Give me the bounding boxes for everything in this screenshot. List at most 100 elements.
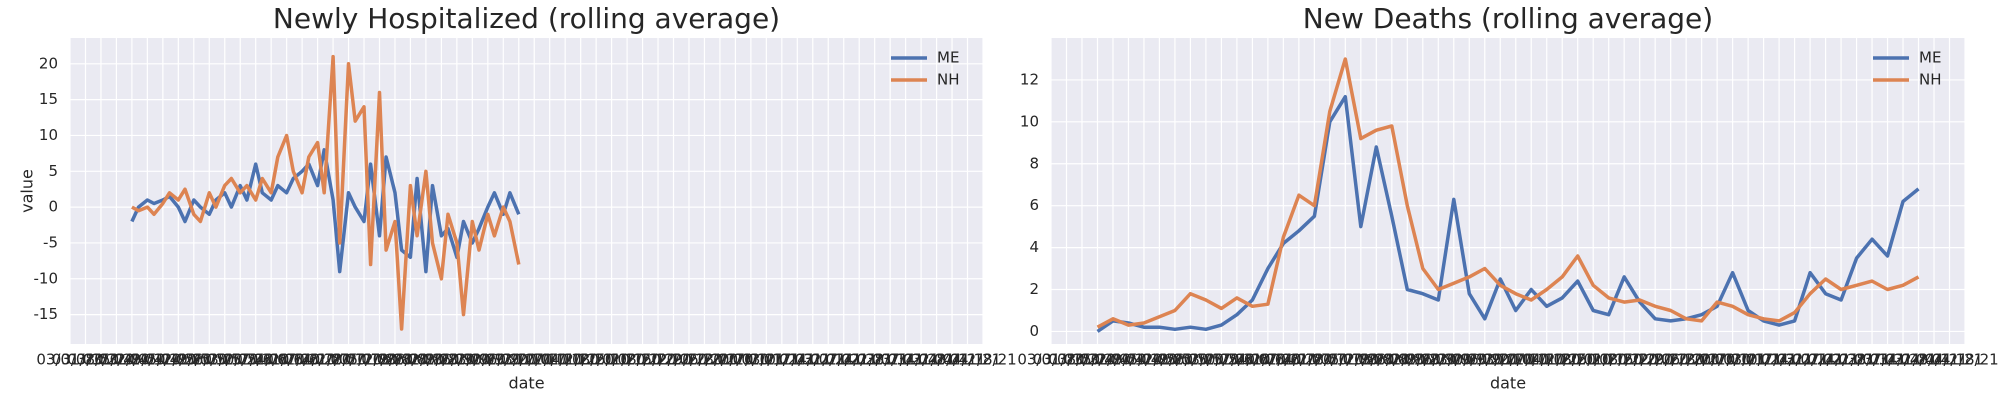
x-tick-label: 10/18/20: [1529, 351, 1596, 369]
x-tick-label: 03/08/20: [52, 351, 119, 369]
x-tick-label: 09/06/20: [1436, 351, 1503, 369]
x-tick-label: 11/01/20: [1560, 351, 1627, 369]
x-axis-label: date: [1490, 374, 1526, 393]
x-tick-label: 11/22/20: [1606, 351, 1673, 369]
x-tick-label: 08/02/20: [1358, 351, 1425, 369]
x-tick-label: 03/07/21: [1838, 351, 1905, 369]
x-tick-label: 06/21/20: [284, 351, 351, 369]
x-tick-label: 06/28/20: [299, 351, 366, 369]
y-axis-label: value: [18, 169, 37, 213]
x-tick-label: 08/23/20: [1405, 351, 1472, 369]
y-tick-label: 10: [1020, 112, 1039, 130]
x-tick-label: 08/02/20: [377, 351, 444, 369]
x-tick-label: 09/27/20: [501, 351, 568, 369]
x-tick-label: 11/15/20: [609, 351, 676, 369]
x-tick-label: 04/11/21: [1916, 351, 1983, 369]
x-tick-label: 03/28/21: [1885, 351, 1952, 369]
legend-label: ME: [1919, 49, 1941, 67]
x-tick-label: 11/15/20: [1590, 351, 1657, 369]
x-tick-label: 04/26/20: [160, 351, 227, 369]
x-tick-label: 03/15/20: [67, 351, 134, 369]
chart-title: Newly Hospitalized (rolling average): [273, 2, 780, 35]
x-tick-label: 03/07/21: [856, 351, 923, 369]
x-tick-label: 09/27/20: [1482, 351, 1549, 369]
x-tick-label: 02/21/21: [826, 351, 893, 369]
x-tick-label: 01/17/21: [1730, 351, 1797, 369]
x-tick-label: 04/12/20: [1110, 351, 1177, 369]
x-tick-label: 08/09/20: [1374, 351, 1441, 369]
x-tick-label: 09/06/20: [454, 351, 521, 369]
x-tick-label: 07/19/20: [1327, 351, 1394, 369]
x-tick-label: 05/31/20: [237, 351, 304, 369]
x-tick-label: 04/12/20: [129, 351, 196, 369]
x-tick-label: 05/17/20: [1188, 351, 1255, 369]
x-tick-label: 10/25/20: [562, 351, 629, 369]
x-tick-label: 07/12/20: [1312, 351, 1379, 369]
legend: ME NH: [891, 49, 960, 89]
x-tick-label: 04/11/21: [934, 351, 1001, 369]
x-tick-label: 12/06/20: [655, 351, 722, 369]
y-tick-label: 15: [39, 90, 58, 108]
y-tick-label: -5: [43, 233, 58, 251]
x-tick-label: 04/05/20: [1095, 351, 1162, 369]
x-tick-label: 03/22/20: [1064, 351, 1131, 369]
y-tick-label: 0: [1029, 322, 1039, 340]
x-tick-label: 01/03/21: [717, 351, 784, 369]
x-tick-label: 12/13/20: [1652, 351, 1719, 369]
x-tick-label: 01/03/21: [1699, 351, 1766, 369]
x-tick-label: 11/01/20: [578, 351, 645, 369]
x-tick-label: 08/09/20: [392, 351, 459, 369]
x-tick-label: 01/10/21: [733, 351, 800, 369]
x-tick-label: 10/04/20: [1498, 351, 1565, 369]
x-tick-label: 05/03/20: [176, 351, 243, 369]
x-tick-label: 07/19/20: [346, 351, 413, 369]
x-tick-label: 07/05/20: [1296, 351, 1363, 369]
x-tick-label: 03/08/20: [1033, 351, 1100, 369]
series-line: [131, 54, 521, 331]
x-tick-label: 10/11/20: [1513, 351, 1580, 369]
x-tick-label: 11/29/20: [640, 351, 707, 369]
x-tick-label: 11/29/20: [1621, 351, 1688, 369]
x-tick-label: 07/05/20: [315, 351, 382, 369]
x-tick-label: 08/30/20: [439, 351, 506, 369]
x-tick-label: 01/24/21: [764, 351, 831, 369]
x-tick-label: 10/04/20: [516, 351, 583, 369]
x-tick-label: 03/29/20: [98, 351, 165, 369]
x-tick-label: 09/20/20: [485, 351, 552, 369]
x-tick-label: 09/20/20: [1467, 351, 1534, 369]
x-tick-label: 11/22/20: [624, 351, 691, 369]
legend-label: ME: [937, 49, 959, 67]
x-tick-label: 08/16/20: [408, 351, 475, 369]
x-tick-label: 12/27/20: [1683, 351, 1750, 369]
x-tick-label: 12/20/20: [686, 351, 753, 369]
x-tick-label: 06/07/20: [1234, 351, 1301, 369]
x-tick-label: 11/08/20: [1575, 351, 1642, 369]
x-tick-label: 03/29/20: [1079, 351, 1146, 369]
x-tick-label: 03/28/21: [903, 351, 970, 369]
x-tick-label: 02/07/21: [795, 351, 862, 369]
x-tick-label: 10/11/20: [531, 351, 598, 369]
x-tick-label: 01/10/21: [1714, 351, 1781, 369]
x-tick-label: 06/07/20: [253, 351, 320, 369]
x-tick-label: 11/08/20: [593, 351, 660, 369]
x-tick-label: 02/07/21: [1776, 351, 1843, 369]
x-tick-label: 08/30/20: [1420, 351, 1487, 369]
x-tick-label: 03/14/21: [1854, 351, 1921, 369]
y-tick-label: 8: [1029, 154, 1039, 172]
x-tick-label: 07/12/20: [330, 351, 397, 369]
y-tick-label: 20: [39, 54, 58, 72]
x-tick-label: 01/31/21: [779, 351, 846, 369]
x-tick-label: 04/04/21: [918, 351, 985, 369]
y-tick-label: -15: [34, 305, 59, 323]
x-tick-label: 06/28/20: [1281, 351, 1348, 369]
x-axis-label: date: [508, 374, 544, 393]
y-tick-label: 10: [39, 126, 58, 144]
x-tick-label: 05/24/20: [222, 351, 289, 369]
x-tick-label: 04/19/20: [145, 351, 212, 369]
x-tick-label: 03/21/21: [1869, 351, 1936, 369]
x-tick-label: 01/31/21: [1761, 351, 1828, 369]
x-tick-label: 04/04/21: [1900, 351, 1967, 369]
y-tick-label: 2: [1029, 280, 1039, 298]
